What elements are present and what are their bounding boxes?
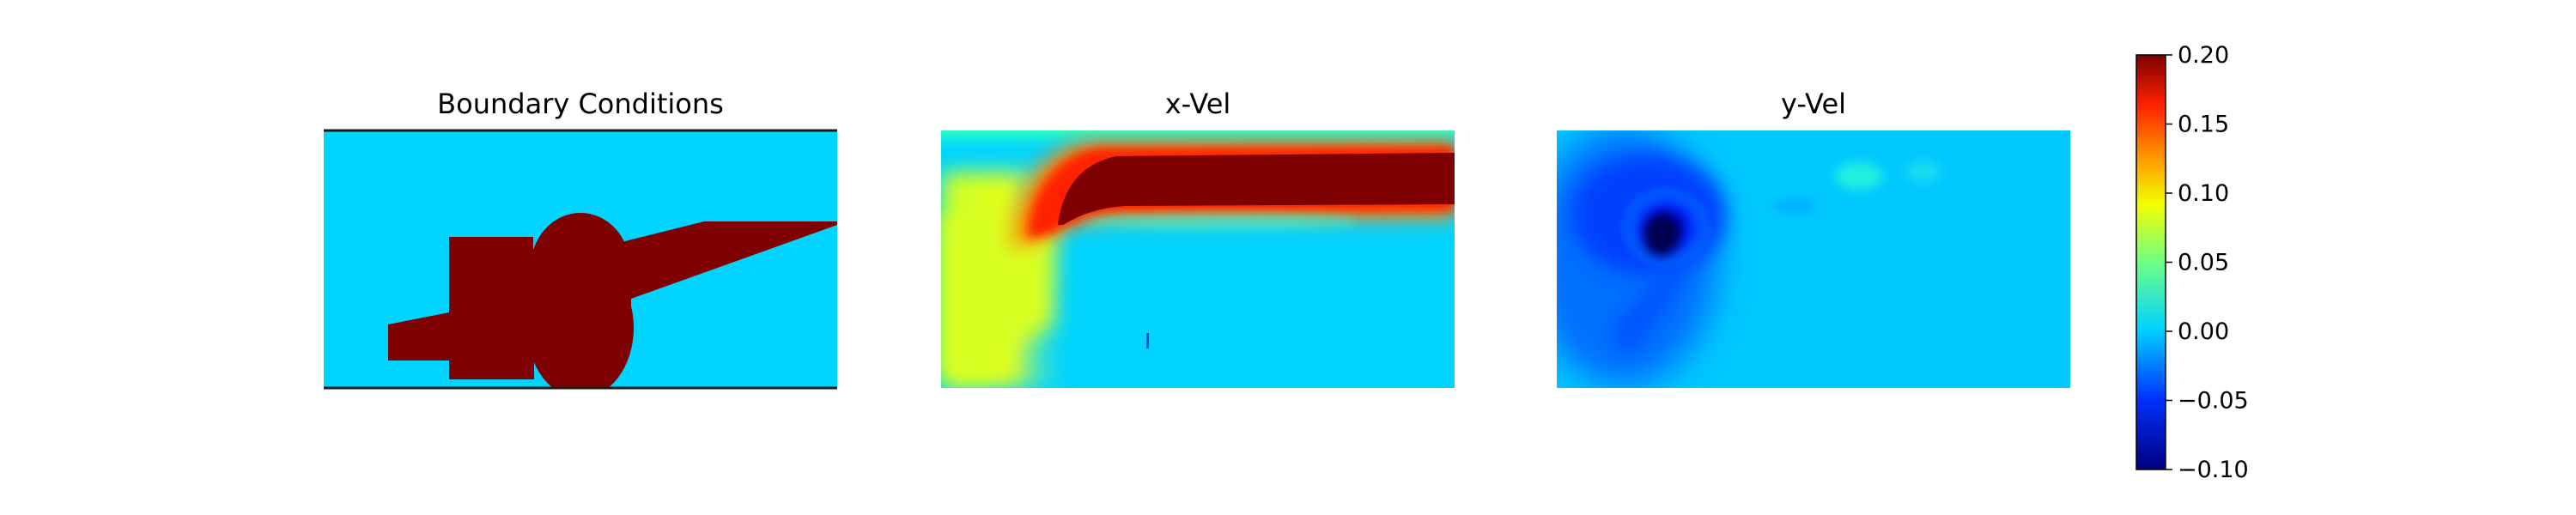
colorbar-tick-label: 0.20 <box>2178 42 2229 69</box>
colorbar-tick-label: 0.00 <box>2178 318 2229 345</box>
colorbar: 0.20 0.15 0.10 0.05 0.00 −0.05 −0.10 <box>2136 42 2249 483</box>
colorbar-tick-label: 0.05 <box>2178 250 2229 276</box>
panel-x-vel: x-Vel <box>941 88 1455 388</box>
colorbar-ticks: 0.20 0.15 0.10 0.05 0.00 −0.05 −0.10 <box>2166 42 2249 483</box>
colorbar-tick-label: 0.10 <box>2178 180 2229 207</box>
panel-y-vel: y-Vel <box>1557 88 2070 388</box>
panel-title-yvel: y-Vel <box>1781 88 1846 120</box>
panel-title-boundary: Boundary Conditions <box>437 88 724 120</box>
panel-title-xvel: x-Vel <box>1165 88 1231 120</box>
colorbar-tick-label: 0.15 <box>2178 112 2229 138</box>
colorbar-gradient <box>2136 54 2166 470</box>
probe-mark <box>1146 333 1149 348</box>
solid-geometry <box>388 213 837 388</box>
colorbar-tick-label: −0.10 <box>2178 457 2249 483</box>
colorbar-tick-label: −0.05 <box>2178 388 2249 415</box>
panel-boundary-conditions: Boundary Conditions <box>324 88 837 390</box>
